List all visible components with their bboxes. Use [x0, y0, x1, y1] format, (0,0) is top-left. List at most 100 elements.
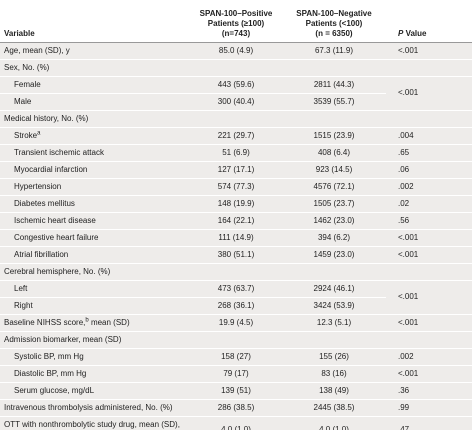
- p-text: Value: [405, 28, 427, 38]
- footnote-mark: b: [85, 316, 89, 323]
- row-label: Female: [0, 75, 190, 93]
- label-text: Ischemic heart disease: [14, 215, 96, 225]
- data-row: Diastolic BP, mm Hg 79 (17) 83 (16) <.001: [0, 364, 472, 382]
- negative-value: 138 (49): [282, 381, 386, 399]
- positive-value: 148 (19.9): [190, 194, 282, 212]
- p-value: .002: [386, 347, 472, 365]
- data-row: Congestive heart failure 111 (14.9) 394 (6…: [0, 228, 472, 246]
- data-row: Left 473 (63.7) 2924 (46.1) <.001: [0, 279, 472, 314]
- positive-value: 85.0 (4.9): [190, 41, 282, 59]
- data-row: Female 443 (59.6) 2811 (44.3) <.001: [0, 75, 472, 110]
- row-label: Strokea: [0, 126, 190, 144]
- label-text: Sex, No. (%): [4, 62, 50, 72]
- data-row: Age, mean (SD), y 85.0 (4.9) 67.3 (11.9) <.…: [0, 41, 472, 59]
- row-label: Medical history, No. (%): [0, 109, 472, 127]
- row-label: Sex, No. (%): [0, 58, 472, 76]
- p-value: <.001: [386, 313, 472, 331]
- row-label: Congestive heart failure: [0, 228, 190, 246]
- label-text: Serum glucose, mg/dL: [14, 385, 95, 395]
- p-value: .06: [386, 160, 472, 178]
- header-line: SPAN-100–Negative: [296, 8, 372, 18]
- positive-value: 19.9 (4.5): [190, 313, 282, 331]
- negative-value: 2445 (38.5): [282, 398, 386, 416]
- label-text: Diabetes mellitus: [14, 198, 75, 208]
- data-row: Transient ischemic attack 51 (6.9) 408 (6.…: [0, 143, 472, 161]
- row-label: Left: [0, 279, 190, 297]
- data-row: Hypertension 574 (77.3) 4576 (72.1) .002: [0, 177, 472, 195]
- positive-value: 473 (63.7): [190, 279, 282, 297]
- negative-value: 3539 (55.7): [282, 92, 386, 110]
- p-value: .99: [386, 398, 472, 416]
- row-label: Serum glucose, mg/dL: [0, 381, 190, 399]
- label-text: Atrial fibrillation: [14, 249, 69, 259]
- p-value: <.001: [386, 75, 472, 110]
- negative-value: 155 (26): [282, 347, 386, 365]
- label-text: Admission biomarker, mean (SD): [4, 334, 122, 344]
- section-row: Admission biomarker, mean (SD): [0, 330, 472, 348]
- positive-value: 380 (51.1): [190, 245, 282, 263]
- footnote-mark: a: [37, 129, 41, 136]
- positive-value: 51 (6.9): [190, 143, 282, 161]
- p-symbol: P: [398, 28, 404, 38]
- data-row: OTT with nonthrombolytic study drug, mea…: [0, 415, 472, 430]
- data-row: Strokea 221 (29.7) 1515 (23.9) .004: [0, 126, 472, 144]
- p-value: .02: [386, 194, 472, 212]
- data-row: Diabetes mellitus 148 (19.9) 1505 (23.7) .0…: [0, 194, 472, 212]
- negative-value: 1515 (23.9): [282, 126, 386, 144]
- positive-value: 268 (36.1): [190, 296, 282, 314]
- row-label: Right: [0, 296, 190, 314]
- header-line: Patients (<100): [305, 18, 363, 28]
- row-label: Baseline NIHSS score,b mean (SD): [0, 313, 190, 331]
- header-row: Variable SPAN-100–Positive Patients (≥10…: [0, 0, 472, 43]
- negative-value: 4576 (72.1): [282, 177, 386, 195]
- section-row: Medical history, No. (%): [0, 109, 472, 127]
- p-value: .56: [386, 211, 472, 229]
- positive-value: 139 (51): [190, 381, 282, 399]
- negative-value: 4.0 (1.0): [282, 415, 386, 430]
- label-text: Hypertension: [14, 181, 62, 191]
- negative-value: 67.3 (11.9): [282, 41, 386, 59]
- label-text: Diastolic BP, mm Hg: [14, 368, 87, 378]
- header-variable: Variable: [0, 0, 190, 43]
- label-text: Myocardial infarction: [14, 164, 88, 174]
- label-text: Congestive heart failure: [14, 232, 99, 242]
- label-text: Stroke: [14, 130, 38, 140]
- positive-value: 300 (40.4): [190, 92, 282, 110]
- negative-value: 12.3 (5.1): [282, 313, 386, 331]
- p-value: <.001: [386, 279, 472, 314]
- header-line: SPAN-100–Positive: [199, 8, 273, 18]
- header-line: (n=743): [221, 28, 251, 38]
- row-label: Diabetes mellitus: [0, 194, 190, 212]
- section-row: Sex, No. (%): [0, 58, 472, 76]
- positive-value: 574 (77.3): [190, 177, 282, 195]
- p-value: <.001: [386, 228, 472, 246]
- row-label: Admission biomarker, mean (SD): [0, 330, 472, 348]
- label-text: Baseline NIHSS score,: [4, 317, 86, 327]
- negative-value: 83 (16): [282, 364, 386, 382]
- row-label: Male: [0, 92, 190, 110]
- label-text: mean (SD): [88, 317, 130, 327]
- negative-value: 2924 (46.1): [282, 279, 386, 297]
- negative-value: 1505 (23.7): [282, 194, 386, 212]
- table-header: Variable SPAN-100–Positive Patients (≥10…: [0, 0, 472, 43]
- data-row: Intravenous thrombolysis administered, N…: [0, 398, 472, 416]
- label-text: Right: [14, 300, 33, 310]
- positive-value: 158 (27): [190, 347, 282, 365]
- row-label: OTT with nonthrombolytic study drug, mea…: [0, 415, 190, 430]
- section-row: Cerebral hemisphere, No. (%): [0, 262, 472, 280]
- positive-value: 443 (59.6): [190, 75, 282, 93]
- label-text: Cerebral hemisphere, No. (%): [4, 266, 111, 276]
- negative-value: 3424 (53.9): [282, 296, 386, 314]
- negative-value: 1459 (23.0): [282, 245, 386, 263]
- negative-value: 408 (6.4): [282, 143, 386, 161]
- label-text: Intravenous thrombolysis administered, N…: [4, 402, 173, 412]
- negative-value: 394 (6.2): [282, 228, 386, 246]
- row-label: Systolic BP, mm Hg: [0, 347, 190, 365]
- row-label: Atrial fibrillation: [0, 245, 190, 263]
- negative-value: 923 (14.5): [282, 160, 386, 178]
- label-text: Age, mean (SD), y: [4, 45, 70, 55]
- p-value: <.001: [386, 364, 472, 382]
- header-line: (n = 6350): [315, 28, 353, 38]
